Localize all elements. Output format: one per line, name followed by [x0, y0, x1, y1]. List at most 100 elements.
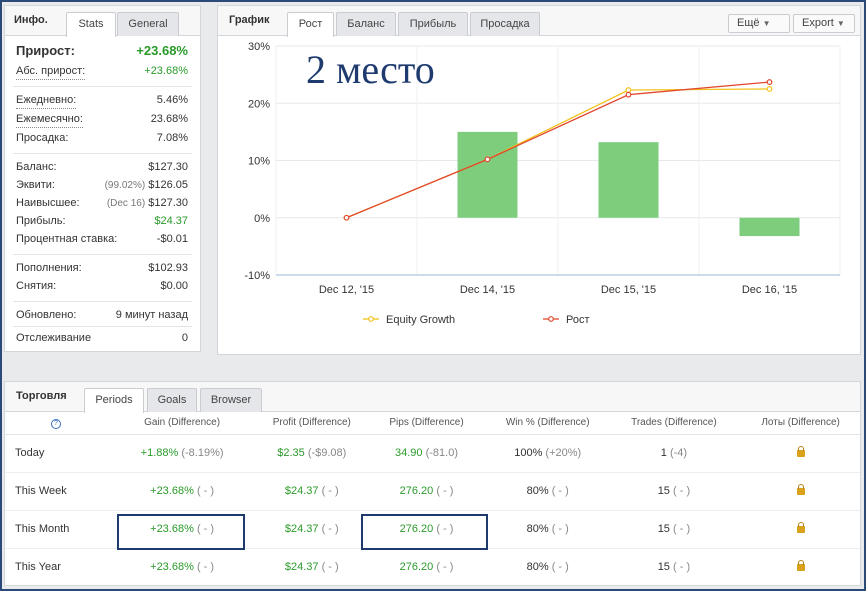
table-header[interactable]: Win % (Difference) — [488, 412, 607, 435]
tab-goals[interactable]: Goals — [147, 388, 197, 412]
y-tick-label: 30% — [248, 41, 270, 53]
pips-diff: (-81.0) — [425, 447, 459, 459]
lock-icon[interactable] — [796, 560, 805, 571]
gain-val: +23.68% — [150, 523, 194, 535]
table-header[interactable]: Pips (Difference) — [364, 412, 489, 435]
table-header[interactable]: Trades (Difference) — [606, 412, 742, 435]
legend-marker — [368, 316, 374, 322]
trading-title: Торговля — [16, 390, 67, 402]
pips-diff: ( - ) — [436, 485, 454, 497]
series-point — [625, 87, 632, 93]
win-diff: (+20%) — [545, 447, 582, 459]
table-header-row: ? Gain (Difference) Profit (Difference) … — [5, 412, 860, 435]
tab-stats[interactable]: Stats — [66, 12, 116, 37]
lock-icon[interactable] — [796, 484, 805, 495]
highest-note: (Dec 16) — [106, 198, 146, 209]
win-val: 100% — [514, 447, 543, 459]
rank-overlay-text: 2 место — [306, 47, 435, 92]
win-diff: ( - ) — [551, 485, 569, 497]
trades-diff: ( - ) — [673, 485, 691, 497]
updated-value: 9 минут назад — [115, 309, 188, 321]
info-panel-header: Инфо. Stats General — [5, 6, 200, 37]
gain-diff: ( - ) — [196, 561, 215, 573]
more-dropdown[interactable]: Ещё ▼ — [728, 14, 790, 33]
table-header[interactable]: Profit (Difference) — [259, 412, 365, 435]
highest-label: Наивысшее: — [16, 197, 80, 209]
series-point — [484, 156, 491, 163]
abs-gain-label[interactable]: Абс. прирост: — [16, 63, 86, 80]
series-point — [343, 214, 350, 221]
profit-val: $24.37 — [284, 485, 319, 497]
gain-val: +23.68% — [150, 561, 194, 573]
chart-panel-header: График Рост Баланс Прибыль Просадка Ещё … — [218, 6, 860, 37]
monthly-value: 23.68% — [150, 113, 188, 125]
period-name: This Month — [5, 510, 105, 549]
lots-cell — [741, 510, 860, 549]
trades-cell: 15 ( - ) — [606, 510, 742, 549]
tab-general[interactable]: General — [117, 12, 179, 36]
divider — [13, 254, 192, 255]
tab-drawdown[interactable]: Просадка — [470, 12, 540, 36]
bar — [598, 142, 659, 218]
deposits-value: $102.93 — [148, 262, 188, 274]
interest-value: -$0.01 — [156, 233, 188, 245]
lock-icon[interactable] — [796, 446, 805, 457]
gain-diff: ( - ) — [196, 523, 215, 535]
table-header[interactable]: Gain (Difference) — [104, 412, 260, 435]
more-label: Ещё — [737, 17, 760, 29]
highest-value: $127.30 — [148, 197, 188, 209]
balance-value: $127.30 — [148, 161, 188, 173]
table-row: This Month +23.68% ( - ) $24.37 ( - ) 276.2… — [5, 510, 860, 549]
period-name: Today — [5, 434, 105, 473]
lock-icon[interactable] — [796, 522, 805, 533]
profit-cell: $24.37 ( - ) — [259, 548, 365, 587]
series-point — [766, 79, 773, 85]
daily-value: 5.46% — [156, 94, 188, 106]
daily-label[interactable]: Ежедневно: — [16, 92, 77, 109]
y-tick-label: 20% — [248, 98, 270, 110]
tab-profit[interactable]: Прибыль — [398, 12, 468, 36]
y-tick-label: -10% — [244, 270, 270, 282]
pips-cell: 34.90 (-81.0) — [364, 434, 489, 473]
export-label: Export — [802, 17, 834, 29]
gain-val: +1.88% — [140, 447, 179, 459]
equity-label: Эквити: — [16, 179, 55, 191]
updated-label: Обновлено: — [16, 309, 77, 321]
chevron-down-icon: ▼ — [836, 19, 845, 28]
pips-val: 276.20 — [399, 523, 434, 535]
growth-chart: 30% 20% 10% 0% -10% Dec 12, '15 Dec 14, '15 Dec… — [244, 41, 841, 326]
trades-diff: ( - ) — [673, 561, 691, 573]
help-icon[interactable]: ? — [51, 418, 61, 429]
tab-growth[interactable]: Рост — [287, 12, 334, 37]
tab-balance[interactable]: Баланс — [336, 12, 396, 36]
drawdown-value: 7.08% — [156, 132, 188, 144]
pips-diff: ( - ) — [436, 561, 454, 573]
table-header[interactable]: Лоты (Difference) — [741, 412, 860, 435]
tab-browser[interactable]: Browser — [200, 388, 262, 412]
profit-val: $2.35 — [277, 447, 305, 459]
win-val: 80% — [526, 561, 549, 573]
daily-row: Ежедневно: 5.46% — [16, 92, 188, 109]
win-diff: ( - ) — [551, 523, 569, 535]
trades-cell: 15 ( - ) — [606, 472, 742, 511]
divider — [13, 86, 192, 87]
series-line — [346, 81, 770, 219]
highest-row: Наивысшее: (Dec 16) $127.30 — [16, 195, 188, 211]
lots-cell — [741, 472, 860, 511]
profit-diff: (-$9.08) — [307, 447, 347, 459]
balance-label: Баланс: — [16, 161, 57, 173]
tab-periods[interactable]: Periods — [84, 388, 144, 413]
profit-value: $24.37 — [154, 215, 188, 227]
table-row: Today +1.88% (-8.19%) $2.35 (-$9.08) 34.90 … — [5, 434, 860, 473]
trades-diff: ( - ) — [673, 523, 691, 535]
profit-diff: ( - ) — [321, 523, 339, 535]
gain-value: +23.68% — [136, 43, 188, 58]
deposits-label: Пополнения: — [16, 262, 82, 274]
export-dropdown[interactable]: Export ▼ — [793, 14, 855, 33]
win-cell: 80% ( - ) — [488, 472, 607, 511]
drawdown-row: Просадка: 7.08% — [16, 130, 188, 146]
legend-label: Рост — [566, 314, 590, 326]
monthly-label[interactable]: Ежемесячно: — [16, 111, 83, 128]
profit-cell: $2.35 (-$9.08) — [259, 434, 365, 473]
win-cell: 80% ( - ) — [488, 548, 607, 587]
